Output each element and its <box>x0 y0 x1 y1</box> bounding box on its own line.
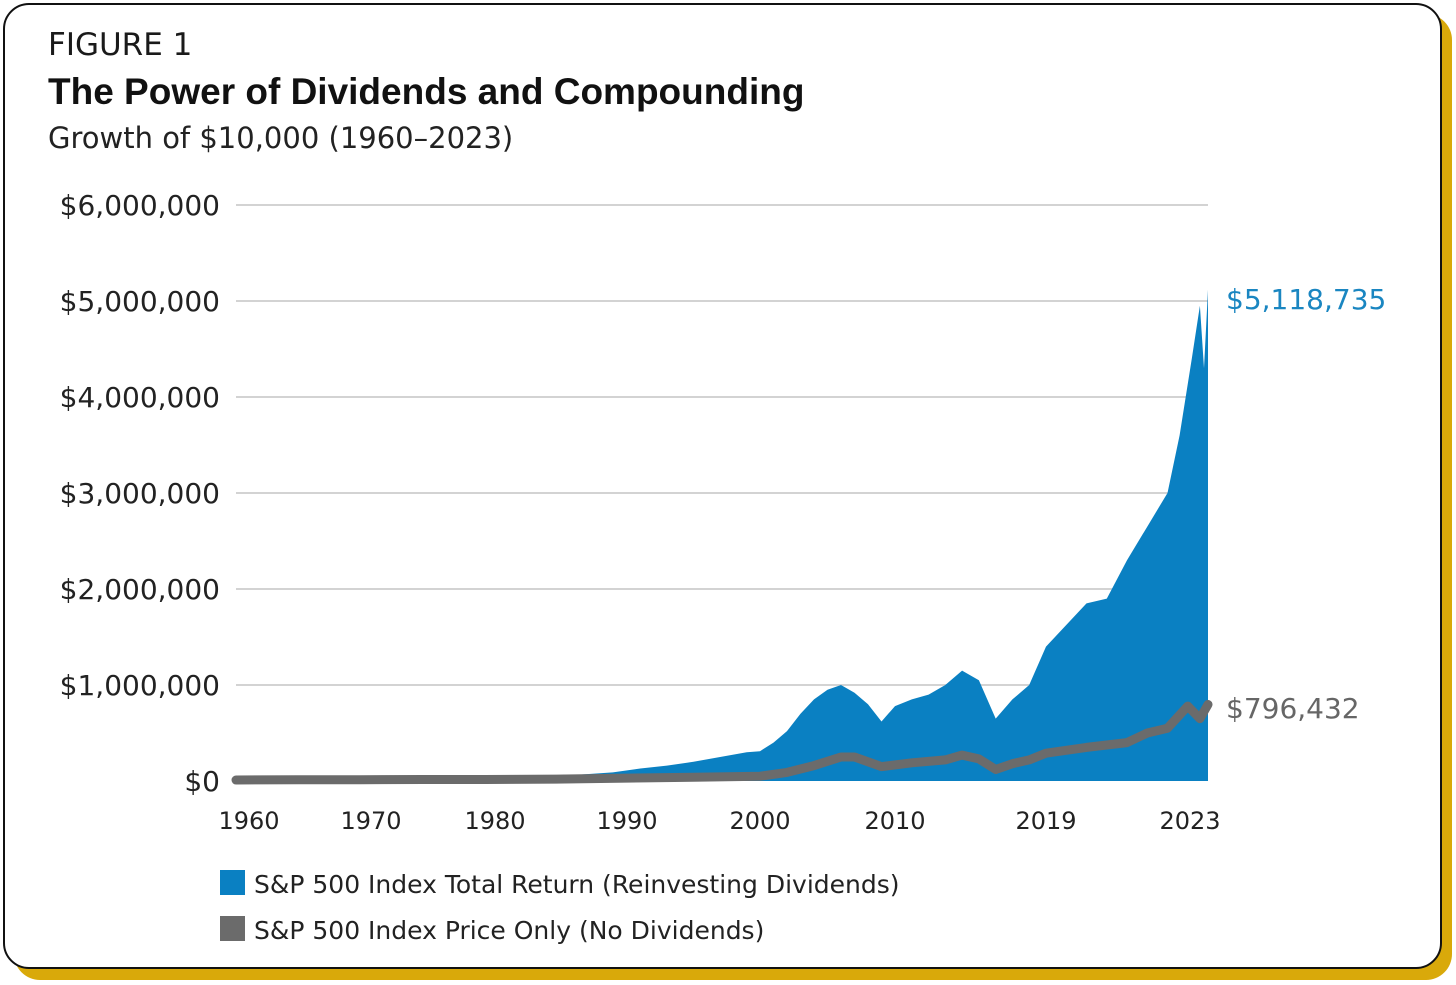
x-tick-label: 2000 <box>729 807 790 835</box>
gridlines <box>236 204 1208 686</box>
series-area-group <box>236 289 1208 781</box>
y-tick-label: $3,000,000 <box>60 477 220 510</box>
chart-subtitle: Growth of $10,000 (1960–2023) <box>48 121 513 155</box>
legend-label-total-return: S&P 500 Index Total Return (Reinvesting … <box>254 870 900 899</box>
x-tick-label: 2019 <box>1015 807 1076 835</box>
legend-swatch-price-only <box>220 916 245 941</box>
total-return-area <box>236 289 1208 781</box>
chart-title: The Power of Dividends and Compounding <box>48 71 804 112</box>
x-tick-label: 1960 <box>218 807 279 835</box>
y-tick-label: $6,000,000 <box>60 189 220 222</box>
x-axis-ticks: 1960 1970 1980 1990 2000 2010 2019 2023 <box>218 807 1220 835</box>
legend-swatch-total-return <box>220 870 245 895</box>
price-only-end-label: $796,432 <box>1226 692 1360 725</box>
total-return-end-label: $5,118,735 <box>1226 283 1386 316</box>
series-line-group <box>231 700 1213 785</box>
y-tick-label: $2,000,000 <box>60 573 220 606</box>
y-tick-label: $4,000,000 <box>60 381 220 414</box>
x-tick-label: 2023 <box>1159 807 1220 835</box>
y-tick-label: $0 <box>184 765 220 798</box>
legend-label-price-only: S&P 500 Index Price Only (No Dividends) <box>254 916 764 945</box>
x-tick-label: 1970 <box>340 807 401 835</box>
y-axis-ticks: $0 $1,000,000 $2,000,000 $3,000,000 $4,000,0… <box>60 189 220 798</box>
figure-label: FIGURE 1 <box>48 27 192 63</box>
x-tick-label: 1990 <box>596 807 657 835</box>
x-tick-label: 1980 <box>464 807 525 835</box>
y-tick-label: $5,000,000 <box>60 285 220 318</box>
legend: S&P 500 Index Total Return (Reinvesting … <box>220 870 900 945</box>
price-only-line <box>231 700 1213 785</box>
x-tick-label: 2010 <box>864 807 925 835</box>
y-tick-label: $1,000,000 <box>60 669 220 702</box>
